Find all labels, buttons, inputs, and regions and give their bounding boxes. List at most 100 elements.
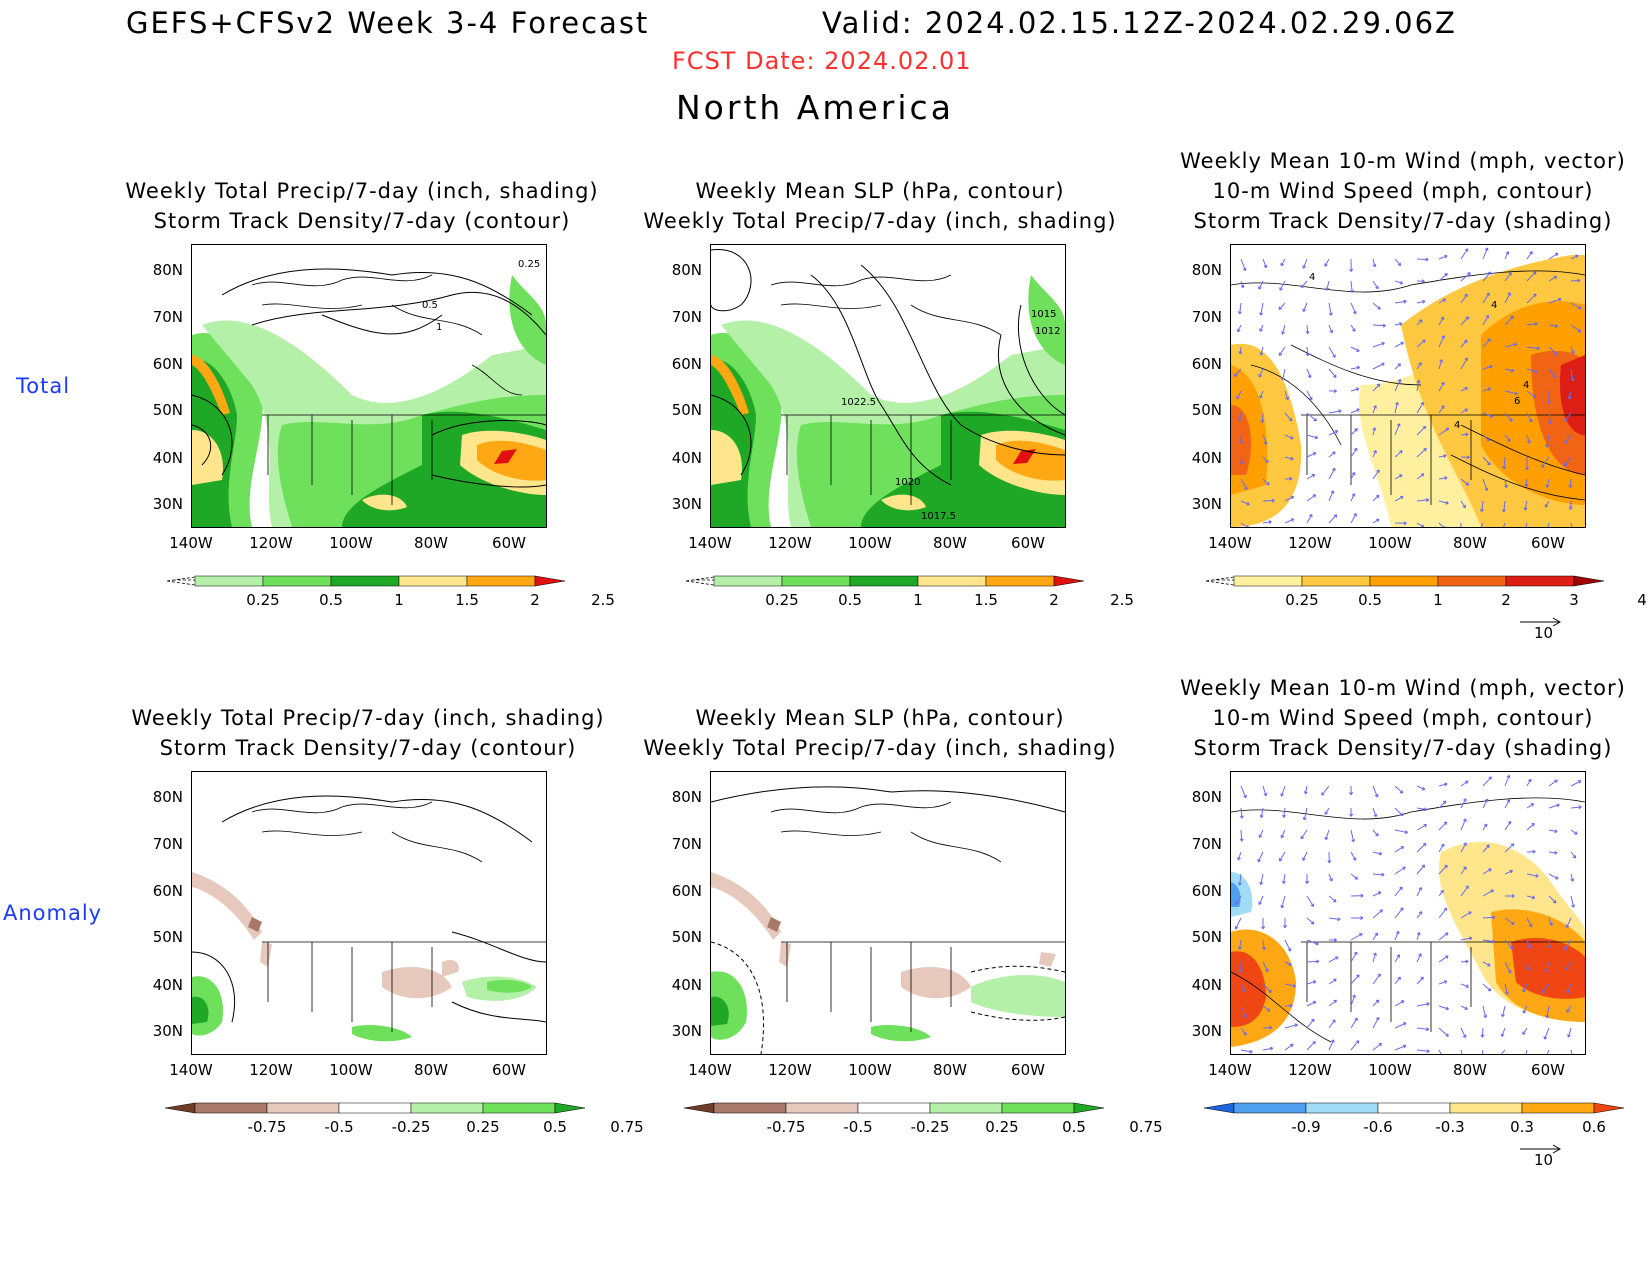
wind-vector-arrow	[1394, 423, 1401, 436]
svg-text:4: 4	[1454, 420, 1460, 431]
wind-vector-arrow	[1526, 849, 1536, 854]
wind-vector-arrow	[1262, 520, 1272, 525]
svg-text:6: 6	[1514, 396, 1520, 407]
wind-vector-arrow	[1302, 302, 1308, 313]
wind-vector-arrow	[1502, 456, 1507, 470]
colorbar-segment	[398, 575, 468, 587]
colorbar-segment	[1233, 575, 1303, 587]
colorbar-segment	[410, 1102, 484, 1114]
wind-vector-arrow	[1235, 895, 1242, 905]
map-anomaly-slp	[710, 771, 1066, 1055]
colorbar-tick-label: -0.5	[324, 1118, 354, 1136]
wind-vector-arrow	[1306, 895, 1315, 908]
wind-vector-arrow	[1416, 362, 1422, 370]
lon-tick-label: 100W	[1368, 534, 1412, 552]
wind-vector-arrow	[1372, 952, 1377, 963]
colorbar-under-triangle	[683, 1102, 715, 1114]
wind-vector-arrow	[1240, 478, 1248, 491]
colorbar-tick-label: 0.5	[1358, 591, 1382, 609]
wind-vector-arrow	[1240, 258, 1247, 272]
wind-vector-arrow	[1350, 447, 1358, 458]
wind-vector-arrow	[1350, 829, 1356, 843]
wind-vector-arrow	[1438, 522, 1446, 527]
wind-vector-arrow	[1526, 917, 1533, 928]
wind-vector-arrow	[1544, 500, 1550, 508]
wind-vector-arrow	[1237, 851, 1242, 861]
wind-vector-arrow	[1324, 829, 1330, 841]
wind-vector-arrow	[1239, 456, 1244, 465]
wind-vector-arrow	[1438, 298, 1446, 304]
wind-vector-arrow	[1504, 843, 1515, 853]
wind-vector-arrow	[1570, 1049, 1573, 1054]
wind-vector-arrow	[1328, 409, 1342, 414]
wind-vector-arrow	[1482, 387, 1492, 392]
wind-vector-arrow	[1482, 364, 1493, 370]
lat-tick-label: 50N	[152, 928, 183, 946]
wind-vector-arrow	[1416, 1027, 1430, 1032]
wind-vector-arrow	[1460, 432, 1469, 437]
wind-vector-arrow	[1394, 907, 1404, 919]
wind-vector-arrow	[1240, 500, 1250, 506]
lon-tick-label: 80W	[933, 534, 967, 552]
wind-vector-arrow	[1563, 456, 1572, 467]
colorbar-tick-label: 2	[1501, 591, 1511, 609]
wind-vector-arrow	[1280, 829, 1286, 839]
wind-vector-arrow	[1504, 368, 1515, 373]
wind-vector-arrow	[1570, 805, 1582, 810]
lat-tick-label: 80N	[1191, 788, 1222, 806]
wind-vector-arrow	[1438, 843, 1445, 853]
colorbar-tick-label: 2	[530, 591, 540, 609]
colorbar-tick-label: 0.9	[1641, 1118, 1650, 1136]
wind-vector-arrow	[1548, 850, 1558, 855]
wind-vector-arrow	[1564, 961, 1572, 971]
lat-tick-label: 40N	[671, 449, 702, 467]
colorbar-tick-label: -0.3	[1435, 1118, 1465, 1136]
wind-vector-arrow	[1350, 851, 1357, 861]
wind-vector-arrow	[1546, 1049, 1550, 1054]
lat-tick-label: 40N	[1191, 449, 1222, 467]
wind-vector-arrow	[1350, 302, 1357, 315]
wind-vector-arrow	[1349, 807, 1354, 817]
lat-tick-label: 70N	[1191, 308, 1222, 326]
wind-vector-arrow	[1460, 885, 1469, 897]
colorbar-tick-label: 2.5	[591, 591, 615, 609]
svg-text:1012: 1012	[1035, 326, 1060, 337]
wind-vector-arrow	[1526, 293, 1537, 304]
wind-vector-arrow	[1394, 280, 1404, 285]
wind-vector-arrow	[1350, 951, 1358, 963]
colorbar-tick-label: -0.5	[843, 1118, 873, 1136]
wind-vector-arrow	[1372, 427, 1377, 436]
wind-vector-arrow	[1240, 522, 1250, 527]
wind-vector-arrow	[1416, 953, 1422, 963]
wind-vector-arrow	[1522, 1005, 1528, 1014]
reference-arrow-icon	[1520, 617, 1562, 627]
wind-vector-arrow	[1416, 473, 1425, 480]
lon-tick-label: 60W	[1011, 1061, 1045, 1079]
colorbar-over-triangle	[1573, 575, 1605, 587]
row-label-anomaly: Anomaly	[3, 901, 103, 925]
wind-vector-arrow	[1325, 280, 1330, 291]
wind-vector-arrow	[1328, 451, 1336, 458]
wind-vector-arrow	[1282, 807, 1286, 818]
wind-vector-arrow	[1504, 434, 1511, 442]
wind-vector-arrow	[1260, 412, 1265, 423]
wind-vector-arrow	[1525, 456, 1530, 470]
colorbar-segment	[1437, 575, 1507, 587]
wind-vector-arrow	[1438, 782, 1448, 787]
wind-vector-arrow	[1570, 522, 1573, 527]
colorbar-segment	[262, 575, 332, 587]
wind-vector-arrow	[1460, 936, 1473, 941]
wind-vector-arrow	[1460, 293, 1468, 304]
lat-tick-label: 80N	[671, 261, 702, 279]
wind-vector-arrow	[1460, 408, 1469, 414]
wind-vector-arrow	[1262, 258, 1268, 269]
lat-tick-label: 70N	[1191, 835, 1222, 853]
wind-vector-arrow	[1482, 247, 1489, 260]
wind-vector-arrow	[1394, 866, 1406, 875]
colorbar-tick-label: 3	[1569, 591, 1579, 609]
lon-tick-label: 80W	[1453, 1061, 1487, 1079]
wind-vector-arrow	[1504, 342, 1518, 348]
wind-vector-arrow	[1328, 490, 1335, 502]
wind-vector-arrow	[1328, 1019, 1336, 1029]
wind-vector-arrow	[1394, 401, 1399, 414]
